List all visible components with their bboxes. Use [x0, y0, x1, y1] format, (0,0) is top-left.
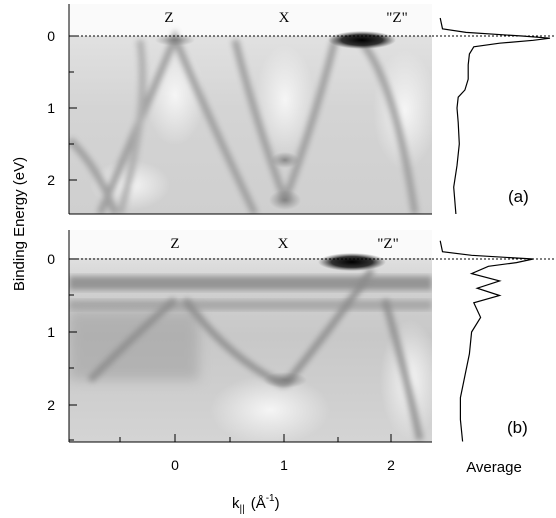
panel-b-x-ticks — [119, 434, 392, 442]
panel-a-intensity-map — [69, 4, 432, 214]
panel-b-intensity-map — [69, 230, 432, 442]
panel-a: 0 1 2 Z X "Z" (a) — [47, 4, 556, 215]
panel-b-symmetry-label-z: Z — [170, 236, 179, 252]
panel-a-symmetry-label-x: X — [279, 10, 290, 26]
xtick-label: 2 — [387, 457, 395, 473]
panel-a-symmetry-label-z-prime: "Z" — [386, 10, 407, 26]
average-label: Average — [466, 459, 522, 476]
xtick-label: 1 — [280, 457, 288, 473]
panel-b-symmetry-label-z-prime: "Z" — [377, 236, 398, 252]
panel-a-average-curve — [439, 17, 551, 215]
panel-a-symmetry-label-z: Z — [164, 10, 173, 26]
panel-b-ytick-label: 2 — [47, 397, 55, 413]
panel-b-ytick-label: 0 — [47, 251, 55, 267]
xtick-label: 0 — [171, 457, 179, 473]
panel-b-ytick-label: 1 — [47, 324, 55, 340]
panel-b-average-curve — [439, 240, 534, 442]
y-axis-label: Binding Energy (eV) — [11, 157, 28, 291]
panel-b-tag: (b) — [507, 418, 528, 437]
panel-a-ytick-label: 2 — [47, 172, 55, 188]
panel-b-y-ticks — [69, 258, 77, 441]
panel-a-ytick-label: 0 — [47, 28, 55, 44]
x-axis-label: k|| (Å-1) — [232, 493, 280, 515]
panel-a-tag: (a) — [508, 187, 529, 206]
panel-b: 0 1 2 0 1 2 Z X "Z" (b) — [47, 230, 556, 473]
panel-a-y-ticks — [69, 35, 77, 181]
panel-b-symmetry-label-x: X — [278, 236, 289, 252]
panel-a-ytick-label: 1 — [47, 100, 55, 116]
